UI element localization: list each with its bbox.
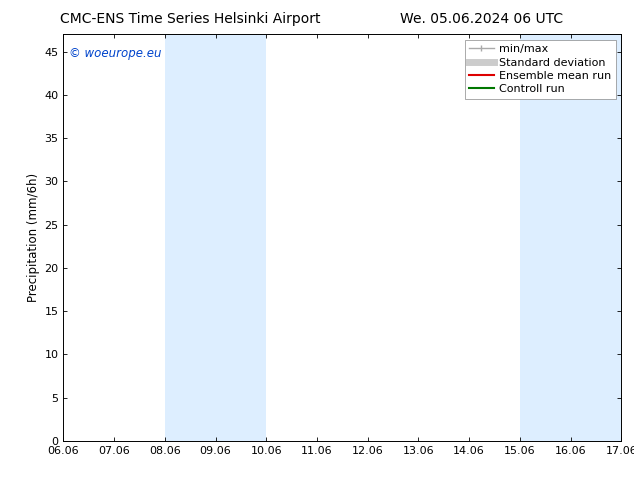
Bar <box>571 34 621 441</box>
Bar <box>520 34 571 441</box>
Text: © woeurope.eu: © woeurope.eu <box>69 47 162 59</box>
Bar <box>165 34 216 441</box>
Bar <box>216 34 266 441</box>
Legend: min/max, Standard deviation, Ensemble mean run, Controll run: min/max, Standard deviation, Ensemble me… <box>465 40 616 99</box>
Text: CMC-ENS Time Series Helsinki Airport: CMC-ENS Time Series Helsinki Airport <box>60 12 320 26</box>
Y-axis label: Precipitation (mm/6h): Precipitation (mm/6h) <box>27 173 40 302</box>
Text: We. 05.06.2024 06 UTC: We. 05.06.2024 06 UTC <box>400 12 564 26</box>
